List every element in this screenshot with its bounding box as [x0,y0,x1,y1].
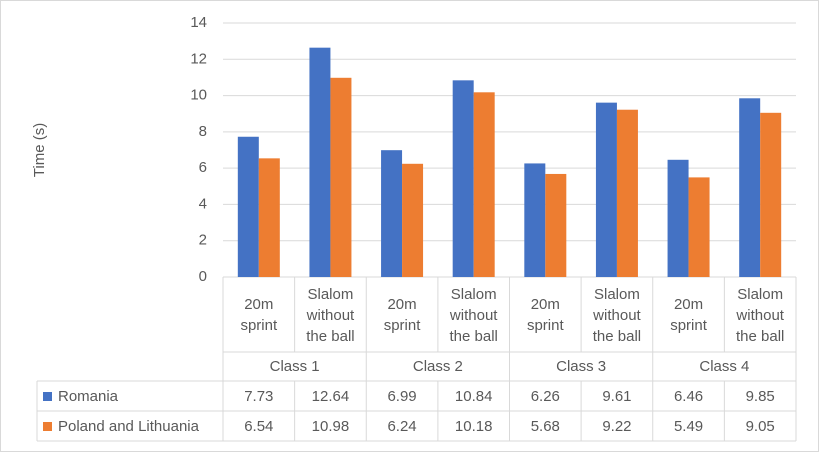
legend-key [43,422,52,431]
bar [473,92,495,277]
table-value: 5.68 [530,417,560,435]
bar [760,112,782,277]
table-value: 9.22 [602,417,632,435]
table-value: 12.64 [311,387,350,405]
y-tick-label: 12 [190,50,207,67]
y-axis-title: Time (s) [31,123,48,177]
legend-key [43,392,52,401]
group-label: Class 1 [269,358,320,375]
y-tick-label: 10 [190,87,207,104]
y-tick-label: 6 [199,159,207,176]
table-value: 5.49 [673,417,704,435]
bar [667,159,689,277]
x-tick-label: 20m sprint [240,296,278,334]
x-tick-label: 20m sprint [383,296,421,334]
bar [402,163,424,277]
legend-label: Poland and Lithuania [58,417,199,435]
y-tick-label: 2 [199,232,207,249]
bar [688,177,710,277]
y-tick-label: 14 [190,14,207,31]
x-tick-label: 20m sprint [670,296,707,334]
x-tick-label: Slalom without the ball [736,285,785,345]
bar [258,158,280,277]
x-tick-label: Slalom without the ball [449,285,498,345]
table-value: 10.84 [454,387,493,405]
table-value: 9.61 [602,387,632,405]
bar [309,47,331,277]
bar [545,173,567,277]
table-value: 6.24 [387,417,417,435]
table-value: 9.85 [745,387,775,405]
bar [524,163,546,277]
y-tick-label: 8 [199,123,207,140]
bar [381,150,403,277]
bar [595,102,617,277]
table-value: 6.46 [673,387,704,405]
table-value: 10.18 [454,417,493,435]
x-tick-label: Slalom without the ball [592,285,642,345]
y-tick-label: 0 [199,268,207,285]
group-label: Class 4 [699,358,750,375]
legend-label: Romania [58,387,119,405]
bar [330,77,352,277]
table-value: 6.54 [244,417,274,435]
x-tick-label: 20m sprint [526,296,564,334]
bar [616,109,638,277]
bar [237,136,259,277]
table-value: 6.99 [387,387,417,405]
table-value: 6.26 [530,387,560,405]
bar [452,80,474,278]
group-label: Class 3 [556,358,607,375]
group-label: Class 2 [412,358,463,375]
x-tick-label: Slalom without the ball [306,285,355,345]
table-value: 7.73 [244,387,274,405]
table-value: 9.05 [745,417,775,435]
y-tick-label: 4 [199,195,207,212]
table-value: 10.98 [311,417,350,435]
bar [739,98,761,278]
